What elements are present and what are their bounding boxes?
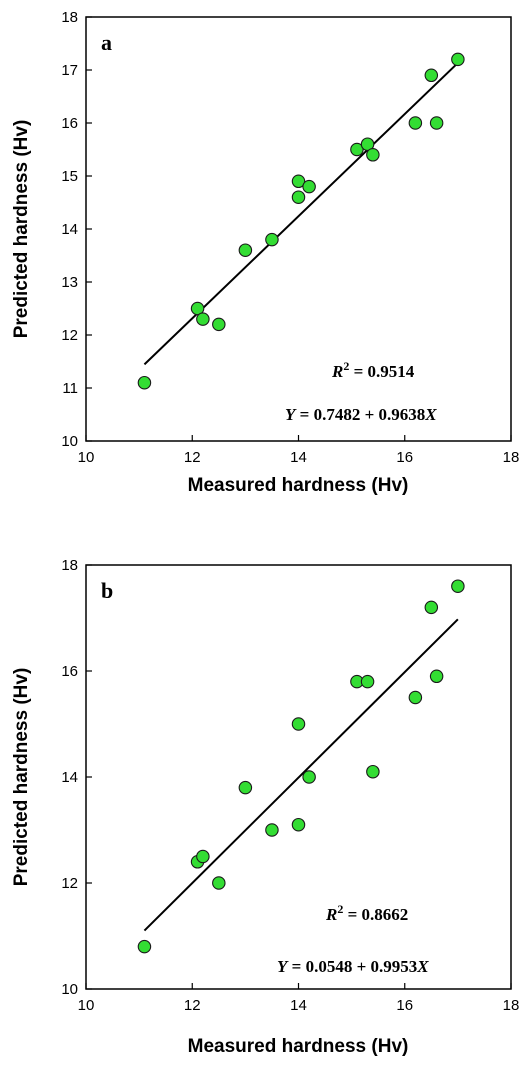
eq-var: Y — [277, 957, 289, 976]
y-tick-label: 16 — [61, 663, 78, 680]
data-point — [265, 823, 279, 837]
x-tick-label: 10 — [78, 449, 95, 466]
r2-var: R — [325, 905, 337, 924]
y-tick-label: 16 — [61, 115, 78, 132]
data-point — [265, 232, 279, 247]
eq-var: Y — [285, 405, 297, 424]
data-point — [424, 600, 439, 615]
data-point — [366, 764, 380, 779]
data-point — [360, 674, 375, 689]
data-point — [350, 142, 364, 157]
data-point — [429, 669, 444, 684]
data-point — [429, 116, 444, 130]
fit-line — [143, 618, 459, 932]
data-point — [424, 68, 439, 83]
data-point — [451, 579, 465, 593]
data-point — [190, 301, 205, 316]
data-point — [238, 780, 253, 795]
eq-mid: = 0.7482 + 0.9638 — [295, 405, 425, 424]
eq-x: X — [416, 957, 429, 976]
tick-group: 10 12 14 16 18 10 12 14 16 18 — [61, 557, 519, 1014]
r2-value: = 0.9514 — [349, 362, 414, 381]
data-point — [212, 876, 226, 890]
equation-annotation: Y = 0.7482 + 0.9638X — [285, 405, 437, 424]
x-tick-label: 12 — [184, 997, 201, 1014]
y-tick-label: 10 — [61, 981, 78, 998]
data-point — [408, 116, 423, 130]
data-point — [137, 375, 152, 390]
y-tick-label: 11 — [62, 380, 78, 397]
chart-panel-a: 10 12 14 16 18 10 11 12 13 14 15 16 17 18 a R2 = 0.95… — [11, 9, 519, 496]
equation-annotation: Y = 0.0548 + 0.9953X — [277, 957, 429, 976]
y-tick-label: 18 — [61, 557, 78, 574]
x-tick-label: 14 — [290, 449, 307, 466]
points-group — [137, 52, 465, 390]
tick-group: 10 12 14 16 18 10 11 12 13 14 15 16 17 18 — [61, 9, 519, 466]
r2-annotation: R2 = 0.8662 — [325, 902, 408, 924]
eq-x: X — [424, 405, 437, 424]
r2-value: = 0.8662 — [343, 905, 408, 924]
y-axis-label: Predicted hardness (Hv) — [11, 668, 32, 887]
data-point — [291, 717, 306, 731]
y-tick-label: 14 — [61, 221, 78, 238]
x-tick-label: 18 — [503, 449, 520, 466]
r2-exp: 2 — [337, 902, 343, 916]
data-point — [408, 690, 423, 705]
x-axis-label: Measured hardness (Hv) — [188, 475, 409, 496]
eq-mid: = 0.0548 + 0.9953 — [287, 957, 417, 976]
data-point — [196, 849, 210, 864]
y-tick-label: 12 — [61, 327, 78, 344]
x-tick-label: 12 — [184, 449, 201, 466]
y-tick-label: 17 — [61, 62, 78, 79]
data-point — [291, 817, 306, 832]
y-tick-label: 13 — [61, 274, 78, 291]
data-point — [196, 312, 210, 326]
r2-exp: 2 — [343, 359, 349, 373]
y-tick-label: 14 — [61, 769, 78, 786]
data-point — [291, 190, 306, 204]
data-point — [238, 243, 253, 257]
x-tick-label: 16 — [396, 449, 413, 466]
panel-label: a — [101, 30, 112, 55]
data-point — [360, 137, 375, 151]
data-point — [451, 52, 465, 67]
x-axis-label: Measured hardness (Hv) — [188, 1036, 409, 1057]
panel-label: b — [101, 578, 113, 603]
y-tick-label: 12 — [61, 875, 78, 892]
x-tick-label: 10 — [78, 997, 95, 1014]
x-tick-label: 18 — [503, 997, 520, 1014]
r2-var: R — [331, 362, 343, 381]
y-axis-label: Predicted hardness (Hv) — [11, 120, 32, 339]
chart-panel-b: 10 12 14 16 18 10 12 14 16 18 b R2 = 0.8662 Y = 0… — [11, 557, 519, 1057]
y-tick-label: 10 — [61, 433, 78, 450]
data-point — [366, 148, 380, 162]
data-point — [212, 317, 226, 332]
data-point — [291, 174, 306, 189]
points-group — [137, 579, 465, 954]
y-tick-label: 15 — [61, 168, 78, 185]
data-point — [302, 770, 316, 784]
data-point — [137, 939, 152, 954]
r2-annotation: R2 = 0.9514 — [331, 359, 415, 381]
fit-line — [143, 62, 459, 366]
plot-frame — [85, 16, 512, 442]
x-tick-label: 16 — [396, 997, 413, 1014]
y-tick-label: 18 — [61, 9, 78, 26]
x-tick-label: 14 — [290, 997, 307, 1014]
data-point — [302, 179, 316, 194]
